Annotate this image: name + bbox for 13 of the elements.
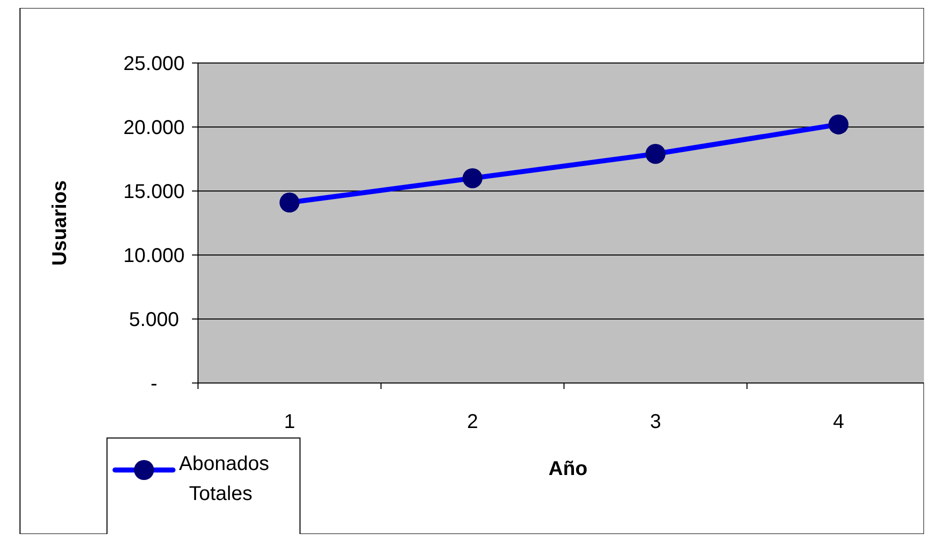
legend-label: Abonados Totales <box>179 453 270 505</box>
y-axis-title: Usuarios <box>49 180 71 266</box>
x-axis-title: Año <box>548 458 588 480</box>
y-tick-label: 15.000 <box>123 181 185 203</box>
y-tick-label: 25.000 <box>123 53 185 75</box>
x-tick-label: 3 <box>650 411 662 433</box>
y-tick-label: 20.000 <box>123 117 185 139</box>
x-tick-label: 1 <box>284 411 296 433</box>
y-tick-label: - <box>150 373 158 395</box>
y-tick-label: 5.000 <box>128 309 180 331</box>
x-tick-label: 2 <box>466 411 478 433</box>
x-tick-label: 4 <box>832 411 844 433</box>
y-tick-label: 10.000 <box>123 245 185 267</box>
